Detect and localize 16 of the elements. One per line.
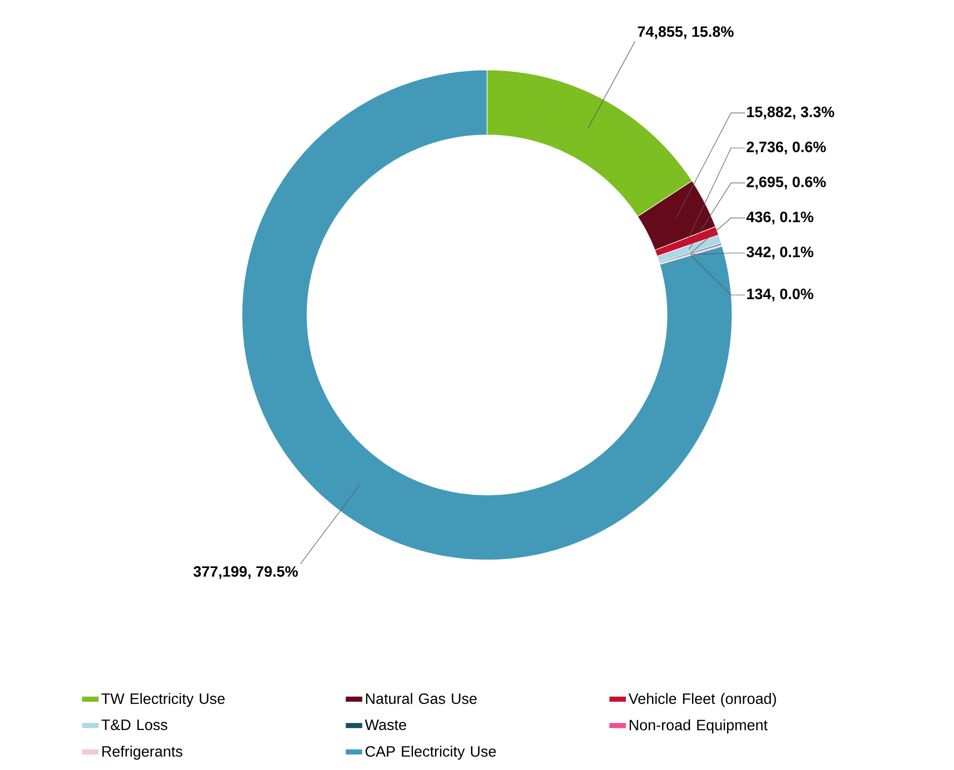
data-label: 436, 0.1% — [746, 212, 814, 224]
data-label: 134, 0.0% — [747, 288, 814, 302]
legend-label: CAP Electricity Use — [366, 746, 496, 760]
data-label: 2,736, 0.6% — [746, 142, 826, 154]
data-label: 342, 0.1% — [746, 246, 814, 260]
legend-label: T&D Loss — [102, 720, 168, 730]
legend-label: Non-road Equipment — [630, 719, 768, 734]
data-label: 2,695, 0.6% — [746, 176, 826, 190]
legend-label: TW Electricity Use — [102, 692, 225, 707]
legend-label: Vehicle Fleet (onroad) — [628, 692, 776, 707]
legend-label: Waste — [364, 720, 406, 730]
legend-label: Refrigerants — [102, 746, 182, 760]
data-label: 74,855, 15.8% — [638, 26, 734, 40]
legend-label: Natural Gas Use — [366, 692, 477, 704]
data-label: 15,882, 3.3% — [747, 106, 834, 120]
data-label: 377,199, 79.5% — [193, 566, 298, 579]
